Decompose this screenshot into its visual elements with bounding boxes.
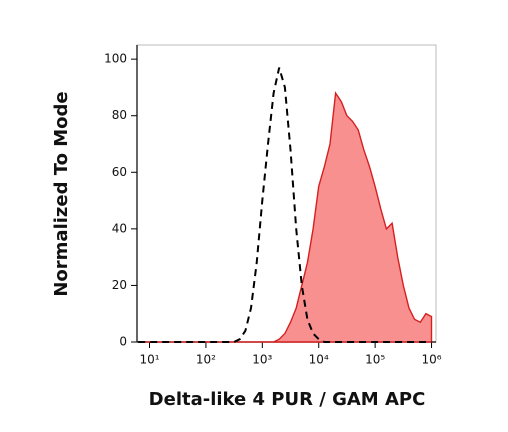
y-tick-label: 40: [112, 221, 127, 235]
x-tick-label: 10⁵: [365, 353, 385, 367]
histogram-area: [138, 91, 433, 343]
y-tick-label: 60: [112, 165, 127, 179]
y-tick-label: 80: [112, 108, 127, 122]
histogram-line: [138, 67, 432, 343]
y-tick-label: 100: [104, 52, 127, 66]
y-axis-title: Normalized To Mode: [51, 91, 72, 296]
x-tick-label: 10⁶: [421, 353, 441, 367]
y-tick-label: 20: [112, 278, 127, 292]
x-tick-label: 10⁴: [309, 353, 329, 367]
x-tick-label: 10³: [252, 353, 272, 367]
y-tick-label: 0: [119, 335, 127, 349]
x-tick-label: 10¹: [139, 353, 159, 367]
x-tick-label: 10²: [196, 353, 216, 367]
x-axis-title: Delta-like 4 PUR / GAM APC: [149, 389, 426, 410]
